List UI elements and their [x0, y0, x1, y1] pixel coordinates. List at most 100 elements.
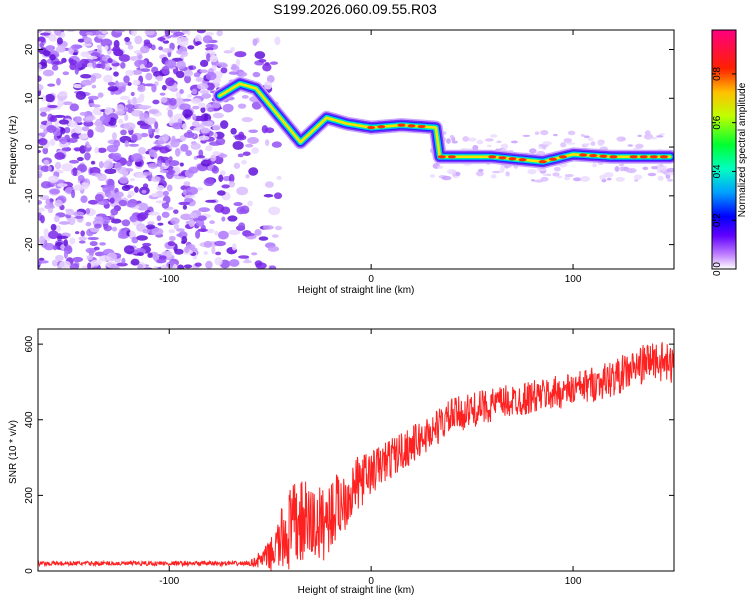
spectrogram-speckle — [129, 215, 138, 223]
spectrogram-speckle — [38, 200, 43, 205]
spectrogram-speckle — [197, 135, 210, 141]
spectrogram-speckle — [47, 165, 52, 172]
spectrogram-speckle — [93, 223, 102, 229]
spectrogram-speckle — [201, 120, 213, 127]
spectrogram-speckle — [235, 59, 241, 67]
spectrogram-speckle — [564, 176, 570, 181]
spectrogram-speckle — [121, 185, 131, 191]
spectrogram-speckle — [125, 104, 135, 109]
spectrogram-speckle — [199, 69, 209, 73]
spectrogram-speckle — [202, 35, 213, 44]
spectrogram-speckle — [112, 152, 122, 161]
spectrogram-speckle — [53, 114, 66, 118]
spectrogram-speckle — [447, 168, 457, 175]
spectrogram-hotspot — [498, 156, 507, 160]
spectrogram-speckle — [222, 103, 234, 113]
spectrogram-speckle — [619, 166, 625, 172]
spectrogram-speckle — [232, 140, 244, 150]
spectrogram-speckle — [190, 98, 202, 104]
spectrogram-speckle — [38, 207, 46, 212]
spectrogram-speckle — [637, 134, 642, 138]
spectrogram-speckle — [227, 215, 238, 222]
spectrogram-speckle — [48, 230, 59, 240]
spectrogram-speckle — [197, 102, 206, 108]
spectrogram-speckle — [220, 120, 229, 129]
spectrogram-speckle — [184, 74, 192, 84]
spectrogram-speckle — [178, 36, 189, 43]
spectrogram-speckle — [183, 181, 191, 187]
spectrogram-speckle — [214, 230, 219, 236]
spectrogram-speckle — [39, 42, 44, 48]
spectrogram-ytick-label: 20 — [24, 44, 35, 56]
spectrogram-speckle — [273, 192, 283, 200]
spectrogram-speckle — [114, 191, 124, 198]
spectrogram-hotspot — [417, 124, 426, 129]
spectrogram-speckle — [557, 175, 563, 179]
spectrogram-speckle — [216, 190, 226, 196]
spectrogram-speckle — [168, 229, 176, 234]
spectrogram-speckle — [93, 246, 100, 251]
colorbar: 0.0 0.2 0.4 0.6 0.8 Normalized spectral ampl… — [711, 29, 748, 276]
spectrogram-speckle — [104, 168, 117, 175]
snr-xtick-label: -100 — [159, 576, 179, 587]
spectrogram-speckle — [534, 179, 544, 183]
spectrogram-speckle — [161, 48, 174, 53]
spectrogram-speckle — [128, 143, 140, 147]
spectrogram-speckle — [534, 131, 540, 135]
spectrogram-speckle — [132, 79, 141, 86]
spectrogram-speckle — [238, 222, 246, 230]
spectrogram-hotspot — [397, 123, 406, 127]
spectrogram-speckle — [164, 159, 170, 167]
spectrogram-speckle — [230, 127, 237, 135]
spectrogram-speckle — [666, 167, 674, 173]
spectrogram-speckle — [590, 141, 596, 146]
spectrogram-speckle — [231, 63, 237, 70]
spectrogram-speckle — [42, 50, 51, 57]
spectrogram-speckle — [80, 230, 85, 237]
spectrogram-hotspot — [659, 155, 668, 159]
spectrogram-speckle — [40, 165, 50, 172]
spectrogram-speckle — [216, 30, 223, 37]
snr-ylabel: SNR (10 * v/v) — [8, 420, 19, 484]
spectrogram-speckle — [205, 32, 215, 36]
spectrogram-speckle — [206, 228, 215, 234]
spectrogram-speckle — [233, 202, 243, 207]
spectrogram-speckle — [81, 126, 90, 132]
spectrogram-speckle — [264, 181, 274, 188]
spectrogram-speckle — [245, 232, 255, 237]
spectrogram-speckle — [552, 172, 560, 177]
spectrogram-speckle — [228, 173, 235, 183]
spectrogram-speckle — [211, 102, 221, 109]
spectrogram-speckle — [505, 171, 510, 177]
spectrogram-speckle — [91, 84, 97, 89]
spectrogram-speckle — [145, 224, 156, 229]
colorbar-label: Normalized spectral amplitude — [737, 82, 748, 217]
spectrogram-ytick-label: -10 — [24, 188, 35, 203]
spectrogram-speckle — [68, 58, 74, 63]
spectrogram-speckle — [490, 174, 497, 179]
spectrogram-speckle — [42, 69, 55, 77]
spectrogram-speckle — [90, 160, 96, 165]
spectrogram-speckle — [69, 62, 77, 71]
spectrogram-speckle — [472, 144, 479, 151]
spectrogram-speckle — [45, 198, 51, 206]
spectrogram-speckle — [46, 125, 57, 133]
spectrogram-speckle — [168, 97, 177, 106]
spectrogram-speckle — [215, 62, 227, 67]
spectrogram-speckle — [148, 149, 157, 158]
spectrogram-speckle — [567, 130, 576, 136]
spectrogram-speckle — [209, 55, 219, 63]
spectrogram-speckle — [446, 138, 451, 144]
spectrogram-speckle — [72, 184, 84, 191]
spectrogram-hotspot — [589, 153, 598, 158]
spectrogram-speckle — [499, 165, 505, 172]
spectrogram-speckle — [186, 186, 198, 196]
spectrogram-speckle — [167, 109, 173, 118]
spectrogram-speckle — [144, 30, 155, 36]
spectrogram-speckle — [553, 166, 561, 172]
spectrogram-speckle — [190, 142, 201, 150]
spectrogram-speckle — [113, 71, 119, 77]
spectrogram-speckle — [47, 207, 53, 214]
spectrogram-speckle — [90, 259, 102, 266]
spectrogram-speckle — [126, 160, 133, 167]
